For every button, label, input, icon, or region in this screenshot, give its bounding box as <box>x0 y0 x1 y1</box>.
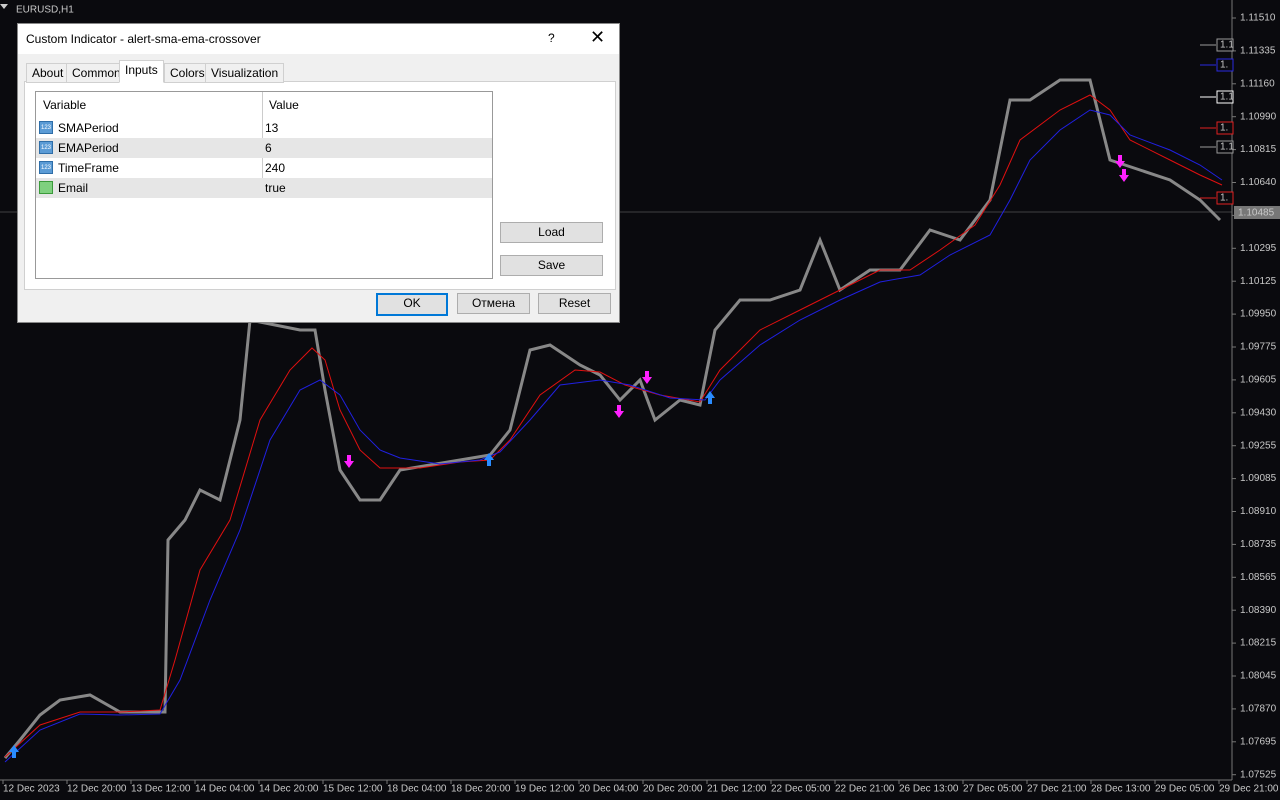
time-label: 22 Dec 21:00 <box>835 784 895 795</box>
price-label: 1.08565 <box>1240 572 1277 583</box>
price-label: 1.09430 <box>1240 407 1277 418</box>
sma-line <box>4 109 1223 763</box>
price-label: 1.08390 <box>1240 605 1277 616</box>
time-label: 12 Dec 20:00 <box>67 784 127 795</box>
time-label: 19 Dec 12:00 <box>515 784 575 795</box>
price-label: 1.10640 <box>1240 177 1277 188</box>
tab[interactable]: About <box>26 63 70 83</box>
price-label: 1.08045 <box>1240 671 1277 682</box>
variable-cell: SMAPeriod <box>58 121 119 135</box>
variable-cell: Email <box>58 181 89 195</box>
time-label: 14 Dec 04:00 <box>195 784 255 795</box>
time-label: 29 Dec 21:00 <box>1219 784 1279 795</box>
close-button[interactable]: ✕ <box>590 27 606 47</box>
header-cell: Variable <box>43 98 87 112</box>
level-label: 1. <box>1220 193 1228 204</box>
ema-line <box>4 94 1223 758</box>
header-cell: Value <box>269 98 299 112</box>
time-label: 12 Dec 2023 <box>3 784 60 795</box>
time-label: 18 Dec 20:00 <box>451 784 511 795</box>
price-candles <box>3 78 1222 759</box>
time-label: 28 Dec 13:00 <box>1091 784 1151 795</box>
type-icon: 123 <box>39 161 53 174</box>
price-label: 1.11160 <box>1240 78 1275 89</box>
price-label: 1.09775 <box>1240 342 1277 353</box>
value-cell[interactable]: true <box>265 181 286 195</box>
value-cell[interactable]: 13 <box>265 121 279 135</box>
price-label: 1.09085 <box>1240 473 1277 484</box>
axes: 1.11510 1.11335 1.11160 1.10990 1.10815 1.106… <box>2 13 1280 795</box>
price-label: 1.07870 <box>1240 704 1277 715</box>
table-row[interactable]: 123 SMAPeriod 13 <box>36 118 492 138</box>
type-icon: 123 <box>39 141 53 154</box>
price-label: 1.09950 <box>1240 309 1277 320</box>
level-box <box>1216 140 1234 154</box>
price-label: 1.07525 <box>1240 769 1277 780</box>
tab[interactable]: Inputs <box>119 60 164 83</box>
level-box <box>1216 90 1234 104</box>
help-button[interactable]: ? <box>548 31 555 45</box>
level-label: 1. <box>1220 60 1228 71</box>
price-label: 1.07695 <box>1240 736 1277 747</box>
time-label: 26 Dec 13:00 <box>899 784 959 795</box>
time-label: 22 Dec 05:00 <box>771 784 831 795</box>
dialog-title: Custom Indicator - alert-sma-ema-crossov… <box>26 32 261 46</box>
price-label: 1.08910 <box>1240 506 1277 517</box>
level-label: 1.1 <box>1220 142 1234 153</box>
price-label: 1.10990 <box>1240 111 1277 122</box>
reset-button[interactable]: Reset <box>538 293 611 314</box>
price-label: 1.11335 <box>1240 46 1276 57</box>
price-label: 1.10125 <box>1240 276 1277 287</box>
ok-button[interactable]: OK <box>376 293 448 316</box>
time-label: 14 Dec 20:00 <box>259 784 319 795</box>
level-box <box>1216 38 1234 52</box>
tab[interactable]: Visualization <box>205 63 285 83</box>
table-row[interactable]: 123 TimeFrame 240 <box>36 158 492 178</box>
price-label: 1.08215 <box>1240 638 1277 649</box>
level-box <box>1216 191 1234 205</box>
level-label: 1. <box>1220 123 1228 134</box>
time-label: 20 Dec 20:00 <box>643 784 703 795</box>
level-label: 1.1 <box>1220 92 1234 103</box>
time-label: 15 Dec 12:00 <box>323 784 383 795</box>
level-box <box>1216 121 1234 135</box>
cancel-button[interactable]: Отмена <box>457 293 530 314</box>
variable-cell: EMAPeriod <box>58 141 119 155</box>
table-row[interactable]: Email true <box>36 178 492 198</box>
inputs-table: Variable Value 123 SMAPeriod 13 123 EMAPerio… <box>35 91 493 279</box>
price-label: 1.10295 <box>1240 243 1277 254</box>
time-label: 20 Dec 04:00 <box>579 784 639 795</box>
level-label: 1.1 <box>1220 40 1234 51</box>
type-icon <box>39 181 53 194</box>
price-label: 1.09605 <box>1240 375 1277 386</box>
current-price: 1.10485 <box>1238 208 1275 219</box>
level-box <box>1216 58 1234 72</box>
price-label: 1.11510 <box>1240 13 1276 24</box>
time-label: 29 Dec 05:00 <box>1155 784 1215 795</box>
table-row[interactable]: 123 EMAPeriod 6 <box>36 138 492 158</box>
time-label: 18 Dec 04:00 <box>387 784 447 795</box>
save-button[interactable]: Save <box>500 255 603 276</box>
price-label: 1.09255 <box>1240 440 1277 451</box>
time-label: 27 Dec 21:00 <box>1027 784 1087 795</box>
current-price-box <box>1234 206 1280 219</box>
type-icon: 123 <box>39 121 53 134</box>
price-label: 1.10815 <box>1240 144 1277 155</box>
value-cell[interactable]: 6 <box>265 141 272 155</box>
menu-arrow <box>0 4 8 9</box>
tab[interactable]: Common <box>66 63 127 83</box>
indicator-dialog: Custom Indicator - alert-sma-ema-crossov… <box>17 23 620 323</box>
time-label: 27 Dec 05:00 <box>963 784 1023 795</box>
variable-cell: TimeFrame <box>58 161 119 175</box>
value-cell[interactable]: 240 <box>265 161 286 175</box>
title-bar: Custom Indicator - alert-sma-ema-crossov… <box>18 24 619 54</box>
tab[interactable]: Colors <box>164 63 211 83</box>
signal-arrows <box>9 155 1129 758</box>
time-label: 13 Dec 12:00 <box>131 784 191 795</box>
symbol-title: EURUSD,H1 <box>16 5 74 16</box>
time-label: 21 Dec 12:00 <box>707 784 767 795</box>
price-label: 1.08735 <box>1240 539 1277 550</box>
load-button[interactable]: Load <box>500 222 603 243</box>
